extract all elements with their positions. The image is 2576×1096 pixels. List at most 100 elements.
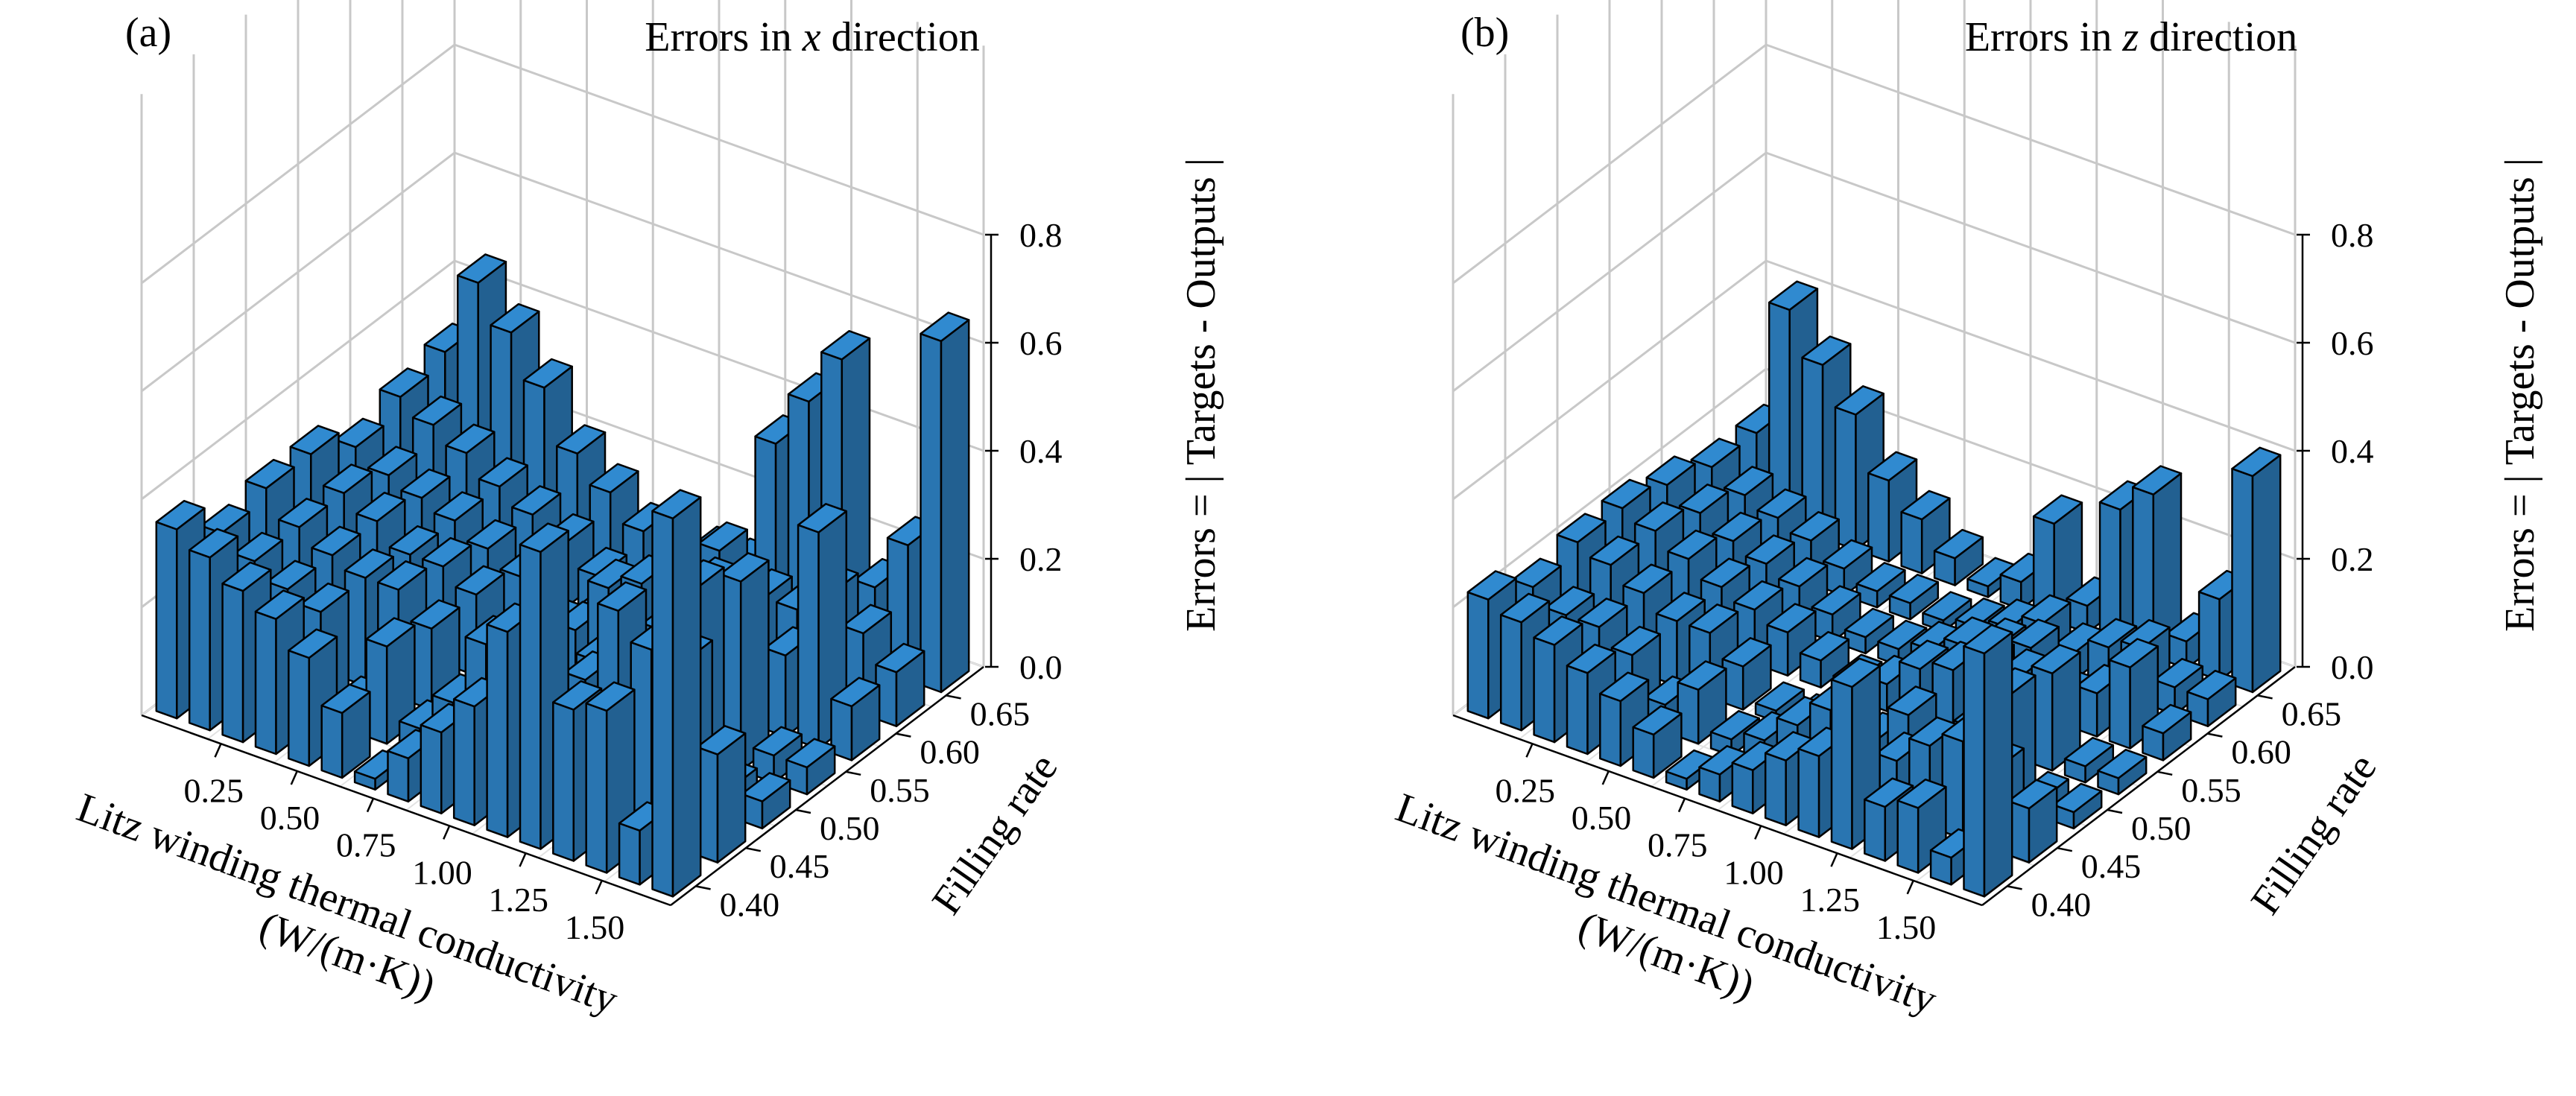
bar-top-face (1610, 625, 1661, 656)
bar-top-face (288, 628, 338, 659)
bar-top-face (511, 485, 562, 516)
bar-front-face (2231, 467, 2254, 694)
panel-label: (a) (125, 10, 171, 56)
y-tick-label: 0.60 (920, 733, 980, 771)
chart-title: Errors in x direction (645, 14, 979, 60)
x-tick (290, 770, 298, 785)
bar (797, 503, 848, 750)
y-tick-label: 0.55 (870, 771, 930, 809)
grid-line-z (141, 43, 984, 285)
bar-top-face (2142, 703, 2192, 735)
bar-top-face (2231, 446, 2282, 478)
bar-top-face (797, 503, 848, 533)
bar-top-face (1632, 705, 1683, 736)
bar-top-face (585, 681, 636, 712)
bar-top-face (1756, 488, 1807, 519)
bar-top-face (422, 536, 472, 568)
bar-top-face (2032, 494, 2083, 525)
bar-top-face (741, 772, 791, 802)
bar-top-face (1689, 604, 1739, 634)
bar-top-face (299, 582, 349, 613)
y-tick-label: 0.40 (2031, 885, 2092, 923)
bar (519, 522, 569, 850)
bar-top-face (1677, 660, 1727, 691)
bar-top-face (1599, 671, 1650, 703)
y-tick-label: 0.45 (770, 847, 830, 885)
bar-top-face (2009, 618, 2060, 649)
bar-top-face (1900, 490, 1951, 521)
y-axis-label: Filling rate (2242, 746, 2386, 923)
bar-top-face (1789, 510, 1840, 542)
y-tick-label: 0.65 (970, 694, 1031, 732)
y-axis-line (670, 666, 984, 906)
bar-top-face (188, 528, 239, 559)
bar (1721, 637, 1772, 711)
bar (785, 738, 836, 796)
y-axis-label: Filling rate (923, 746, 1067, 923)
bar-top-face (433, 491, 484, 522)
bar-top-face (1922, 591, 1972, 621)
bar-top-face (355, 491, 406, 522)
bar-top-face (1556, 513, 1607, 544)
bar-top-face (1898, 639, 1949, 671)
x-tick (1906, 880, 1914, 895)
z-tick-label: 0.4 (1019, 432, 1063, 470)
chart-title: Errors in z direction (1965, 14, 2297, 60)
bar-top-face (320, 683, 371, 715)
y-tick-label: 0.45 (2081, 847, 2142, 885)
bar-top-face (1768, 280, 1819, 311)
bar-top-face (1811, 585, 1861, 616)
bar-top-face (651, 489, 702, 520)
x-tick (214, 743, 222, 758)
bar (741, 772, 791, 830)
bar-top-face (1834, 385, 1884, 416)
bar-top-face (1589, 535, 1640, 566)
y-tick (745, 846, 762, 852)
bar-top-face (522, 358, 573, 389)
panel-b: 0.0 0.2 0.4 0.6 0.8 0.25 0.50 0.75 1.00 1.25 1.50 0… (1390, 0, 2543, 1023)
bar-top-face (1678, 484, 1730, 514)
bar-front-face (1764, 752, 1787, 826)
bar-top-face (1867, 451, 1918, 482)
bar-top-face (1712, 511, 1762, 542)
bar-side-face (1983, 631, 2013, 898)
bar-top-face (1887, 685, 1937, 716)
bar-top-face (2007, 779, 2058, 810)
y-tick (2257, 694, 2273, 700)
bar (2031, 644, 2081, 772)
bar-side-face (940, 319, 970, 694)
bar (830, 677, 881, 761)
z-tick-label: 0.0 (1019, 648, 1063, 686)
bar-top-face (1801, 335, 1852, 367)
panel-a: 0.0 0.2 0.4 0.6 0.8 0.25 0.50 0.75 1.00 1.25 1.50 0… (71, 0, 1224, 1023)
bar-front-face (797, 524, 820, 750)
x-axis-line (1452, 714, 1983, 907)
bar-top-face (597, 581, 648, 612)
z-tick-label: 0.6 (2331, 324, 2374, 362)
bar-top-face (466, 519, 517, 550)
bar-top-face (1511, 557, 1562, 589)
bar-top-face (254, 589, 305, 621)
bar-front-face (585, 702, 608, 874)
bar-front-face (1963, 644, 1986, 898)
y-tick (695, 885, 711, 890)
bar-top-face (1864, 777, 1914, 808)
bar-front-face (288, 649, 311, 767)
bar-top-face (221, 561, 272, 592)
bar-top-face (719, 552, 770, 583)
bar-front-face (1731, 761, 1754, 814)
bar-top-face (1633, 501, 1685, 532)
bar-top-face (2153, 658, 2204, 688)
x-tick (443, 825, 451, 840)
bar-top-face (322, 463, 373, 495)
bar-front-face (618, 822, 641, 886)
bar-side-face (2251, 454, 2282, 694)
bar-front-face (1599, 692, 1622, 767)
bar-front-face (519, 543, 542, 850)
bar-front-face (320, 704, 344, 779)
bar-top-face (455, 565, 505, 596)
bar-top-face (1855, 562, 1906, 592)
bar-top-face (1963, 624, 2013, 655)
bar-top-face (1888, 574, 1940, 604)
bar-front-face (1632, 726, 1655, 779)
